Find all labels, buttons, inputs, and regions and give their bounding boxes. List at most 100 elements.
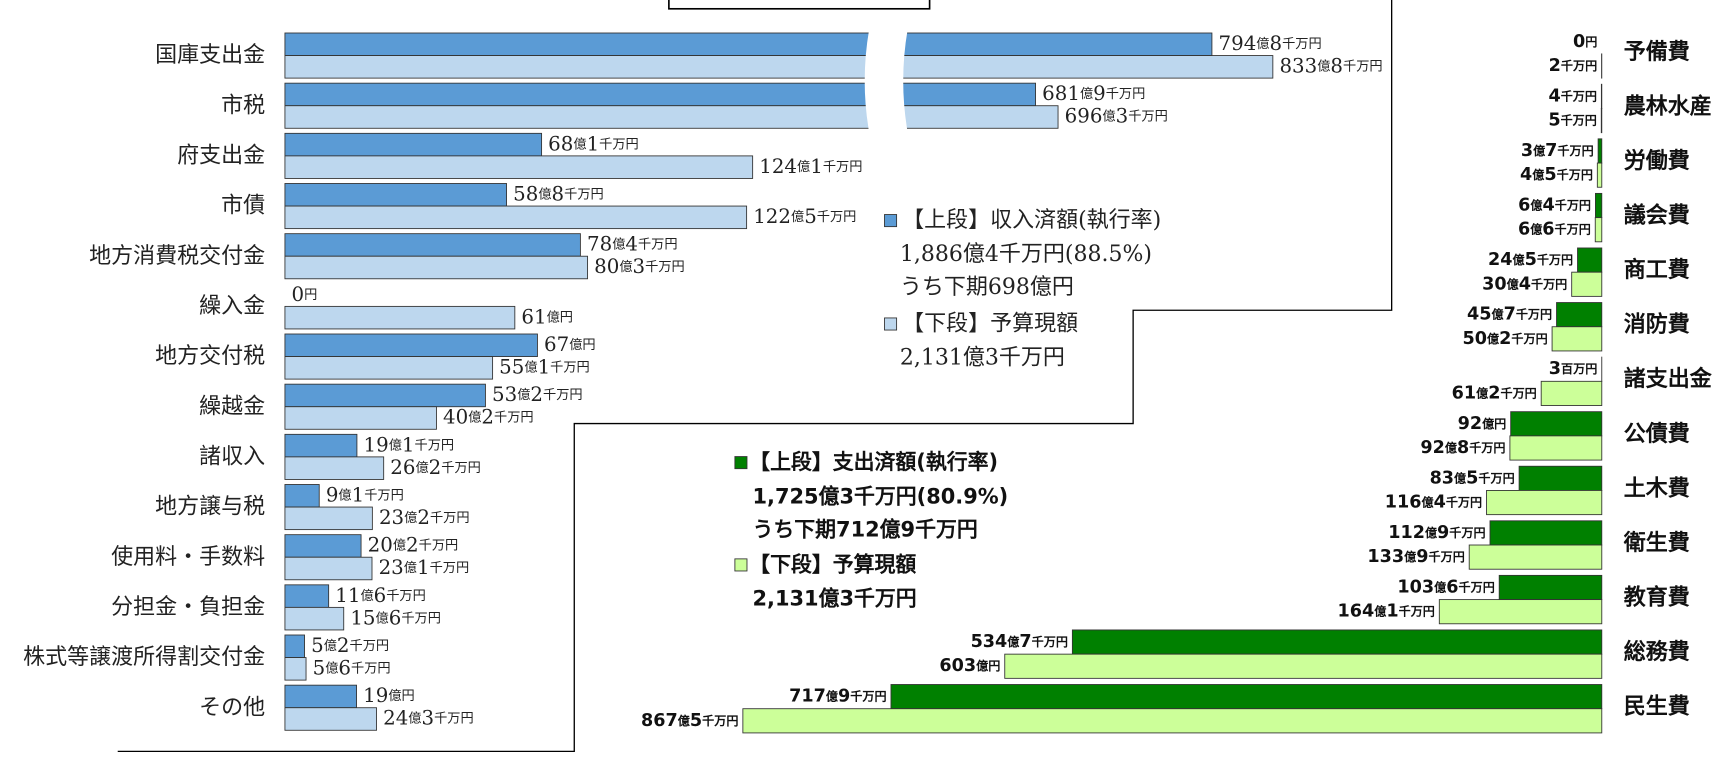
bar bbox=[1518, 465, 1603, 491]
legend-note: 1,886億4千万円(88.5%) bbox=[900, 242, 1152, 267]
value-label: 24億3千万円 bbox=[383, 706, 474, 729]
legend-label: 【上段】支出済額(執行率) bbox=[749, 450, 998, 474]
value-label: 133億9千万円 bbox=[1367, 547, 1464, 567]
value-label: 4億5千万円 bbox=[1520, 165, 1593, 185]
value-label: 833億8千万円 bbox=[1279, 54, 1382, 77]
bar bbox=[284, 684, 357, 709]
category-label: 諸支出金 bbox=[1624, 366, 1713, 392]
bar bbox=[1468, 544, 1603, 570]
value-label: 23億2千万円 bbox=[379, 506, 470, 529]
value-label: 15億6千万円 bbox=[350, 606, 441, 629]
bar bbox=[1551, 326, 1603, 352]
category-label: 株式等譲渡所得割交付金 bbox=[23, 645, 265, 670]
category-label: 国庫支出金 bbox=[155, 43, 265, 68]
value-label: 19億1千万円 bbox=[364, 433, 455, 456]
legend-note: 1,725億3千万円(80.9%) bbox=[752, 484, 1008, 508]
category-label: 市税 bbox=[221, 93, 265, 118]
value-label: 23億1千万円 bbox=[379, 556, 470, 579]
bar bbox=[284, 255, 589, 280]
category-label: 労働費 bbox=[1624, 148, 1690, 174]
value-label: 24億5千万円 bbox=[1488, 250, 1573, 270]
value-label: 58億8千万円 bbox=[513, 182, 604, 205]
value-label: 45億7千万円 bbox=[1467, 305, 1552, 325]
bar bbox=[284, 534, 362, 558]
category-label: 民生費 bbox=[1624, 695, 1690, 720]
bar bbox=[1510, 411, 1603, 437]
bar bbox=[1556, 302, 1603, 328]
value-label: 5億2千万円 bbox=[311, 634, 389, 657]
value-label: 0円 bbox=[292, 282, 318, 305]
category-label: 地方消費税交付金 bbox=[89, 244, 265, 269]
bar bbox=[1596, 162, 1603, 188]
category-label: 諸収入 bbox=[199, 444, 265, 469]
value-label: 103億6千万円 bbox=[1397, 577, 1494, 597]
frame bbox=[117, 0, 1393, 753]
bar bbox=[284, 484, 320, 508]
bar bbox=[284, 32, 1213, 56]
bar bbox=[284, 205, 748, 230]
bar bbox=[742, 708, 1603, 734]
bar bbox=[1577, 247, 1603, 273]
category-label: 農林水産 bbox=[1624, 93, 1712, 119]
legend-swatch bbox=[884, 214, 898, 228]
category-label: 府支出金 bbox=[177, 143, 265, 168]
bar bbox=[284, 55, 1274, 79]
bar bbox=[1486, 490, 1603, 516]
value-label: 3億7千万円 bbox=[1521, 141, 1594, 161]
category-label: その他 bbox=[199, 695, 265, 720]
bar bbox=[284, 356, 494, 380]
value-label: 794億8千万円 bbox=[1219, 32, 1322, 55]
bar bbox=[1594, 217, 1603, 243]
value-label: 26億2千万円 bbox=[390, 455, 481, 478]
value-label: 6億4千万円 bbox=[1518, 196, 1591, 216]
legend-label: 【下段】予算現額 bbox=[749, 552, 916, 576]
bar bbox=[284, 155, 754, 179]
bar bbox=[1509, 435, 1603, 461]
bar bbox=[284, 406, 437, 430]
bar bbox=[1438, 599, 1603, 625]
bar bbox=[284, 105, 1059, 129]
bar bbox=[284, 506, 373, 531]
value-label: 867億5千万円 bbox=[641, 711, 738, 731]
bar bbox=[284, 707, 377, 731]
category-label: 繰越金 bbox=[199, 394, 265, 419]
value-label: 681億9千万円 bbox=[1042, 82, 1145, 105]
value-label: 67億円 bbox=[544, 333, 596, 356]
bar bbox=[1489, 520, 1603, 546]
category-label: 繰入金 bbox=[199, 294, 265, 319]
value-label: 68億1千万円 bbox=[548, 132, 639, 155]
category-label: 消防費 bbox=[1624, 313, 1690, 338]
value-label: 717億9千万円 bbox=[789, 687, 886, 707]
bar bbox=[1071, 629, 1603, 655]
value-label: 4千万円 bbox=[1548, 86, 1597, 106]
bar bbox=[284, 132, 543, 157]
bar bbox=[284, 433, 358, 458]
header-box bbox=[668, 0, 931, 10]
category-label: 分担金・負担金 bbox=[111, 595, 265, 620]
value-label: 3百万円 bbox=[1549, 359, 1598, 379]
value-label: 696億3千万円 bbox=[1065, 104, 1168, 127]
legend-swatch bbox=[734, 558, 748, 572]
bar bbox=[284, 556, 373, 581]
bar bbox=[284, 657, 307, 681]
category-label: 公債費 bbox=[1624, 422, 1690, 447]
bar bbox=[284, 305, 516, 330]
category-label: 地方交付税 bbox=[155, 344, 265, 369]
category-label: 衛生費 bbox=[1623, 530, 1690, 556]
bar bbox=[284, 606, 345, 631]
legend-label: 【下段】予算現額 bbox=[902, 312, 1078, 337]
value-label: 80億3千万円 bbox=[594, 255, 685, 278]
legend-note: 2,131億3千万円 bbox=[900, 346, 1065, 371]
value-label: 124億1千万円 bbox=[759, 154, 862, 177]
legend-swatch bbox=[884, 317, 898, 331]
value-label: 112億9千万円 bbox=[1388, 523, 1485, 543]
bar bbox=[1597, 138, 1603, 164]
value-label: 0円 bbox=[1573, 32, 1597, 52]
bar bbox=[284, 456, 385, 480]
bar bbox=[1595, 192, 1603, 219]
bar bbox=[890, 684, 1603, 710]
category-label: 教育費 bbox=[1624, 584, 1690, 610]
bar bbox=[284, 183, 507, 207]
value-label: 20億2千万円 bbox=[368, 533, 459, 556]
